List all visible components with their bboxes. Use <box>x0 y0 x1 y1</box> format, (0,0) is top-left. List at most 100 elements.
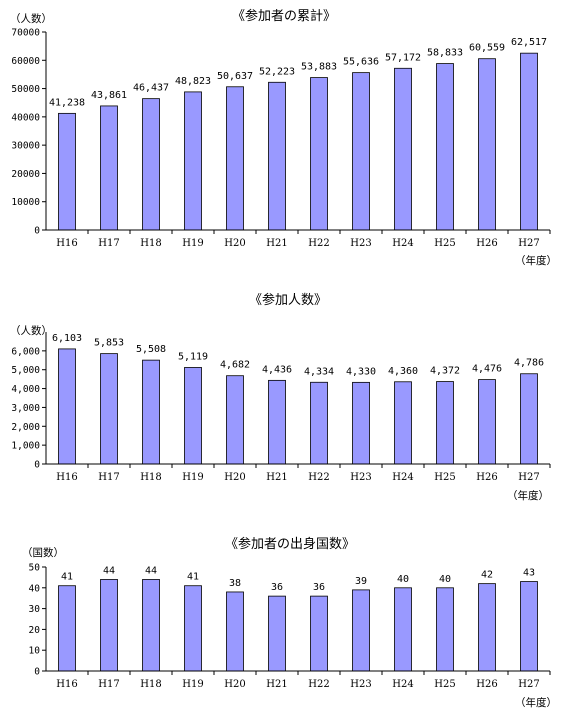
y-tick-label: 40 <box>29 583 41 594</box>
data-label: 60,559 <box>469 43 505 54</box>
x-tick-label: H27 <box>518 472 539 483</box>
x-tick-label: H19 <box>182 679 203 690</box>
bar <box>478 379 496 465</box>
data-label: 44 <box>103 565 115 576</box>
y-tick-label: 6,000 <box>11 346 40 357</box>
data-label: 41,238 <box>49 97 85 108</box>
x-tick-label: H16 <box>56 679 77 690</box>
data-label: 46,437 <box>133 83 169 94</box>
bar <box>268 595 286 672</box>
data-label: 57,172 <box>385 52 421 63</box>
x-axis-unit-label: （年度） <box>515 254 557 267</box>
bar <box>310 381 328 465</box>
data-label: 4,334 <box>304 366 334 377</box>
bar <box>226 591 244 672</box>
bar <box>100 353 118 465</box>
y-tick-label: 0 <box>34 226 40 237</box>
data-label: 5,508 <box>136 344 166 355</box>
y-tick-label: 60000 <box>11 56 40 67</box>
x-tick-label: H17 <box>98 679 119 690</box>
bar <box>520 581 538 672</box>
data-label: 4,682 <box>220 360 250 371</box>
data-label: 53,883 <box>301 62 337 73</box>
bar <box>436 63 454 231</box>
x-tick-label: H21 <box>266 472 287 483</box>
bar <box>184 585 202 672</box>
bar <box>310 77 328 231</box>
bar <box>436 587 454 672</box>
data-label: 36 <box>271 582 283 593</box>
y-tick-label: 30000 <box>11 141 40 152</box>
x-tick-label: H18 <box>140 679 161 690</box>
data-label: 48,823 <box>175 76 211 87</box>
bar <box>58 585 76 672</box>
y-tick-label: 3,000 <box>11 403 40 414</box>
data-label: 36 <box>313 582 325 593</box>
bar <box>142 359 160 465</box>
data-label: 4,476 <box>472 364 502 375</box>
chart-3: 《参加者の出身国数》 （国数） 0 10 20 30 40 50 41 H16 44 H17 44 H18… <box>22 536 557 709</box>
x-tick-label: H26 <box>476 238 497 249</box>
bar <box>142 579 160 672</box>
bar <box>58 112 76 231</box>
data-label: 40 <box>397 574 409 585</box>
data-label: 44 <box>145 565 157 576</box>
x-tick-label: H20 <box>224 679 245 690</box>
chart-title: 《参加者の出身国数》 <box>225 536 355 552</box>
bar <box>352 72 370 231</box>
bar <box>184 367 202 465</box>
y-tick-label: 10 <box>29 646 41 657</box>
data-label: 41 <box>187 572 199 583</box>
x-tick-label: H19 <box>182 238 203 249</box>
data-label: 55,636 <box>343 57 379 68</box>
data-label: 52,223 <box>259 66 295 77</box>
data-label: 43 <box>523 568 535 579</box>
bar <box>184 91 202 231</box>
bar <box>478 583 496 672</box>
y-tick-label: 1,000 <box>11 441 40 452</box>
x-tick-label: H22 <box>308 238 329 249</box>
bar <box>394 381 412 465</box>
x-tick-label: H20 <box>224 238 245 249</box>
data-label: 5,853 <box>94 338 124 349</box>
x-tick-label: H27 <box>518 679 539 690</box>
x-tick-label: H23 <box>350 238 371 249</box>
bar <box>394 587 412 672</box>
x-tick-label: H26 <box>476 679 497 690</box>
x-tick-label: H25 <box>434 679 455 690</box>
y-axis-unit-label: （人数） <box>10 12 52 25</box>
x-tick-label: H20 <box>224 472 245 483</box>
x-tick-label: H21 <box>266 238 287 249</box>
data-label: 39 <box>355 576 367 587</box>
y-axis-unit-label: （国数） <box>22 546 64 559</box>
bar <box>226 375 244 465</box>
data-label: 4,436 <box>262 364 292 375</box>
x-axis-unit-label: （年度） <box>507 489 549 502</box>
x-tick-label: H16 <box>56 238 77 249</box>
bar <box>520 52 538 231</box>
data-label: 4,786 <box>514 358 544 369</box>
bar <box>100 579 118 672</box>
y-tick-label: 20000 <box>11 169 40 180</box>
x-tick-label: H24 <box>392 238 413 249</box>
bar <box>226 86 244 231</box>
bar <box>352 589 370 672</box>
x-tick-label: H17 <box>98 472 119 483</box>
x-tick-label: H21 <box>266 679 287 690</box>
x-tick-label: H26 <box>476 472 497 483</box>
data-label: 62,517 <box>511 37 547 48</box>
x-tick-label: H27 <box>518 238 539 249</box>
y-tick-label: 20 <box>29 625 41 636</box>
chart-2: 《参加人数》 （人数） 0 1,000 2,000 3,000 4,000 5,000 6,00… <box>10 292 551 502</box>
x-tick-label: H19 <box>182 472 203 483</box>
y-tick-label: 50000 <box>11 84 40 95</box>
data-label: 4,372 <box>430 366 460 377</box>
data-label: 4,330 <box>346 366 376 377</box>
x-tick-label: H22 <box>308 679 329 690</box>
bar <box>310 595 328 672</box>
bar <box>352 381 370 465</box>
bar <box>268 379 286 465</box>
bar <box>268 81 286 231</box>
data-label: 42 <box>481 570 493 581</box>
